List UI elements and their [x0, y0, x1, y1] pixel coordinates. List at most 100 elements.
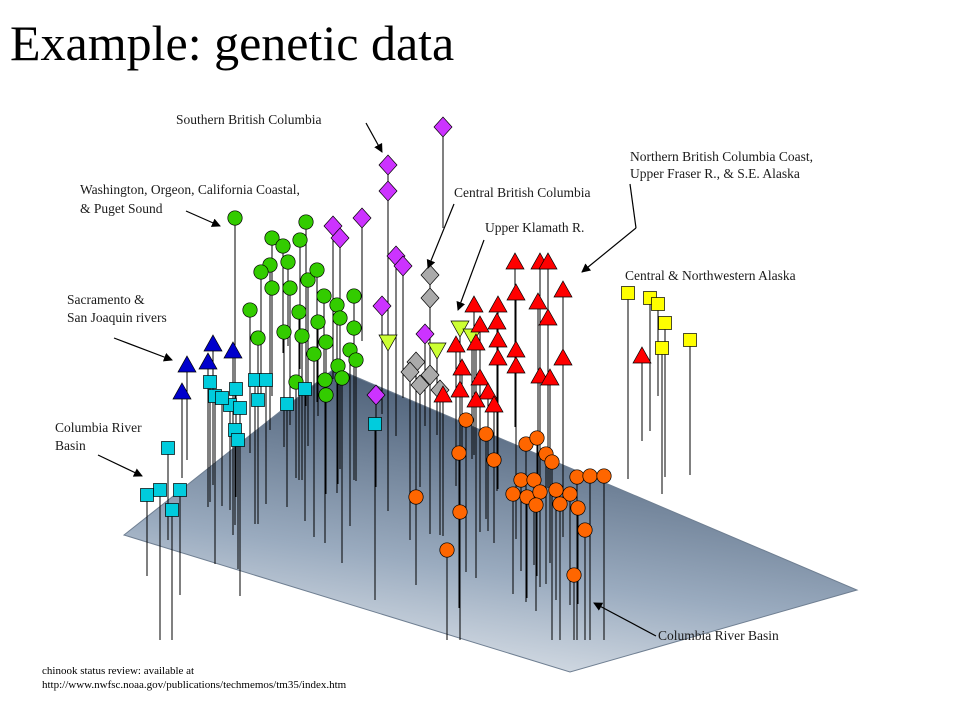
annotation-arrow-upper-klamath: [456, 239, 485, 311]
point-columbia-river-basin-16: [165, 503, 179, 517]
point-central-northwestern-alaska-2: [651, 297, 665, 311]
point-northern-british-columbia-coast-upper-fraser-r-s-e-alaska-18: [470, 368, 490, 386]
point-sacramento-san-joaquin-rivers-0: [203, 334, 223, 352]
point-northern-british-columbia-coast-upper-fraser-r-s-e-alaska-7: [553, 280, 573, 298]
point-northern-british-columbia-coast-upper-fraser-r-s-e-alaska-10: [487, 312, 507, 330]
point-washington-orgeon-california-coastal-puget-sound-10: [300, 272, 316, 288]
base-plane: [122, 367, 859, 673]
point-columbia-river-basin-1: [478, 426, 494, 442]
point-northern-british-columbia-coast-upper-fraser-r-s-e-alaska-19: [450, 380, 470, 398]
citation-line-1: chinook status review: available at: [42, 665, 195, 677]
point-washington-orgeon-california-coastal-puget-sound-8: [264, 280, 280, 296]
point-central-british-columbia-0: [420, 264, 440, 286]
annotation-label-washington: Washington, Orgeon, California Coastal, …: [80, 182, 303, 216]
annotation-arrow-washington: [185, 210, 221, 227]
annotation-columbia-cyan: Columbia River Basin: [55, 420, 145, 477]
point-central-british-columbia-6: [400, 361, 420, 383]
point-columbia-river-basin-15: [173, 483, 187, 497]
point-northern-british-columbia-coast-upper-fraser-r-s-e-alaska-25: [540, 368, 560, 386]
point-northern-british-columbia-coast-upper-fraser-r-s-e-alaska-4: [464, 295, 484, 313]
point-central-northwestern-alaska-0: [621, 286, 635, 300]
point-washington-orgeon-california-coastal-puget-sound-11: [309, 262, 325, 278]
point-southern-british-columbia-2: [378, 180, 398, 202]
point-washington-orgeon-california-coastal-puget-sound-17: [332, 310, 348, 326]
point-southern-british-columbia-5: [330, 227, 350, 249]
annotation-southern-bc: Southern British Columbia: [176, 112, 383, 153]
point-columbia-river-basin-4: [259, 373, 273, 387]
point-columbia-river-basin-7: [251, 393, 265, 407]
point-central-british-columbia-3: [420, 364, 440, 386]
point-columbia-river-basin-9: [526, 472, 542, 488]
point-columbia-river-basin-4: [451, 445, 467, 461]
point-columbia-river-basin-12: [596, 468, 612, 484]
annotation-label-columbia-orange: Columbia River Basin: [658, 628, 779, 643]
point-columbia-river-basin-11: [231, 433, 245, 447]
point-southern-british-columbia-10: [366, 384, 386, 406]
point-columbia-river-basin-19: [552, 496, 568, 512]
point-washington-orgeon-california-coastal-puget-sound-9: [282, 280, 298, 296]
point-columbia-river-basin-18: [528, 497, 544, 513]
annotation-arrow-sacramento: [113, 337, 173, 362]
point-northern-british-columbia-coast-upper-fraser-r-s-e-alaska-0: [505, 252, 525, 270]
point-washington-orgeon-california-coastal-puget-sound-21: [318, 334, 334, 350]
point-columbia-river-basin-9: [298, 382, 312, 396]
point-washington-orgeon-california-coastal-puget-sound-20: [294, 328, 310, 344]
point-northern-british-columbia-coast-upper-fraser-r-s-e-alaska-15: [488, 348, 508, 366]
annotation-sacramento: Sacramento & San Joaquin rivers: [67, 292, 173, 362]
point-northern-british-columbia-coast-upper-fraser-r-s-e-alaska-9: [470, 315, 490, 333]
point-columbia-river-basin-20: [570, 500, 586, 516]
point-washington-orgeon-california-coastal-puget-sound-13: [329, 297, 345, 313]
point-washington-orgeon-california-coastal-puget-sound-26: [317, 372, 333, 388]
annotation-label-columbia-cyan: Columbia River Basin: [55, 420, 145, 453]
point-columbia-river-basin-22: [408, 489, 424, 505]
point-columbia-river-basin-24: [439, 542, 455, 558]
point-columbia-river-basin-15: [532, 484, 548, 500]
point-southern-british-columbia-0: [433, 116, 453, 138]
point-washington-orgeon-california-coastal-puget-sound-18: [346, 320, 362, 336]
point-washington-orgeon-california-coastal-puget-sound-23: [348, 352, 364, 368]
point-washington-orgeon-california-coastal-puget-sound-19: [276, 324, 292, 340]
annotation-label-central-nw-alaska: Central & Northwestern Alaska: [625, 268, 796, 283]
point-washington-orgeon-california-coastal-puget-sound-25: [306, 346, 322, 362]
point-washington-orgeon-california-coastal-puget-sound-12: [316, 288, 332, 304]
point-northern-british-columbia-coast-upper-fraser-r-s-e-alaska-2: [538, 252, 558, 270]
point-washington-orgeon-california-coastal-puget-sound-0: [227, 210, 243, 226]
annotation-northern-bc: Northern British Columbia Coast, Upper F…: [581, 149, 813, 273]
point-washington-orgeon-california-coastal-puget-sound-6: [280, 254, 296, 270]
point-northern-british-columbia-coast-upper-fraser-r-s-e-alaska-12: [488, 330, 508, 348]
point-washington-orgeon-california-coastal-puget-sound-3: [292, 232, 308, 248]
point-columbia-river-basin-8: [280, 397, 294, 411]
slide-title: Example: genetic data: [10, 15, 455, 71]
point-washington-orgeon-california-coastal-puget-sound-16: [310, 314, 326, 330]
point-northern-british-columbia-coast-upper-fraser-r-s-e-alaska-11: [466, 333, 486, 351]
point-washington-orgeon-california-coastal-puget-sound-29: [318, 387, 334, 403]
point-columbia-river-basin-21: [577, 522, 593, 538]
point-columbia-river-basin-0: [203, 375, 217, 389]
point-washington-orgeon-california-coastal-puget-sound-4: [298, 214, 314, 230]
point-central-british-columbia-4: [410, 374, 430, 396]
point-northern-british-columbia-coast-upper-fraser-r-s-e-alaska-21: [478, 382, 498, 400]
citation-url: http://www.nwfsc.noaa.gov/publications/t…: [42, 679, 347, 691]
point-columbia-river-basin-10: [569, 469, 585, 485]
annotation-central-bc: Central British Columbia: [426, 185, 591, 269]
markers-layer: [140, 116, 697, 583]
point-central-british-columbia-1: [420, 287, 440, 309]
annotation-label-central-bc: Central British Columbia: [454, 185, 591, 200]
annotation-central-nw-alaska: Central & Northwestern Alaska: [625, 268, 796, 283]
point-columbia-river-basin-7: [544, 454, 560, 470]
point-columbia-river-basin-13: [153, 483, 167, 497]
point-central-northwestern-alaska-5: [683, 333, 697, 347]
point-columbia-river-basin-17: [368, 417, 382, 431]
point-upper-klamath-r-1: [378, 334, 398, 352]
point-northern-british-columbia-coast-upper-fraser-r-s-e-alaska-22: [466, 390, 486, 408]
point-washington-orgeon-california-coastal-puget-sound-30: [250, 330, 266, 346]
point-washington-orgeon-california-coastal-puget-sound-1: [264, 230, 280, 246]
point-washington-orgeon-california-coastal-puget-sound-31: [242, 302, 258, 318]
point-central-northwestern-alaska-3: [658, 316, 672, 330]
point-columbia-river-basin-23: [452, 504, 468, 520]
point-southern-british-columbia-9: [415, 323, 435, 345]
annotation-arrow-columbia-cyan: [97, 454, 143, 477]
point-columbia-river-basin-3: [529, 430, 545, 446]
point-northern-british-columbia-coast-upper-fraser-r-s-e-alaska-27: [632, 346, 652, 364]
